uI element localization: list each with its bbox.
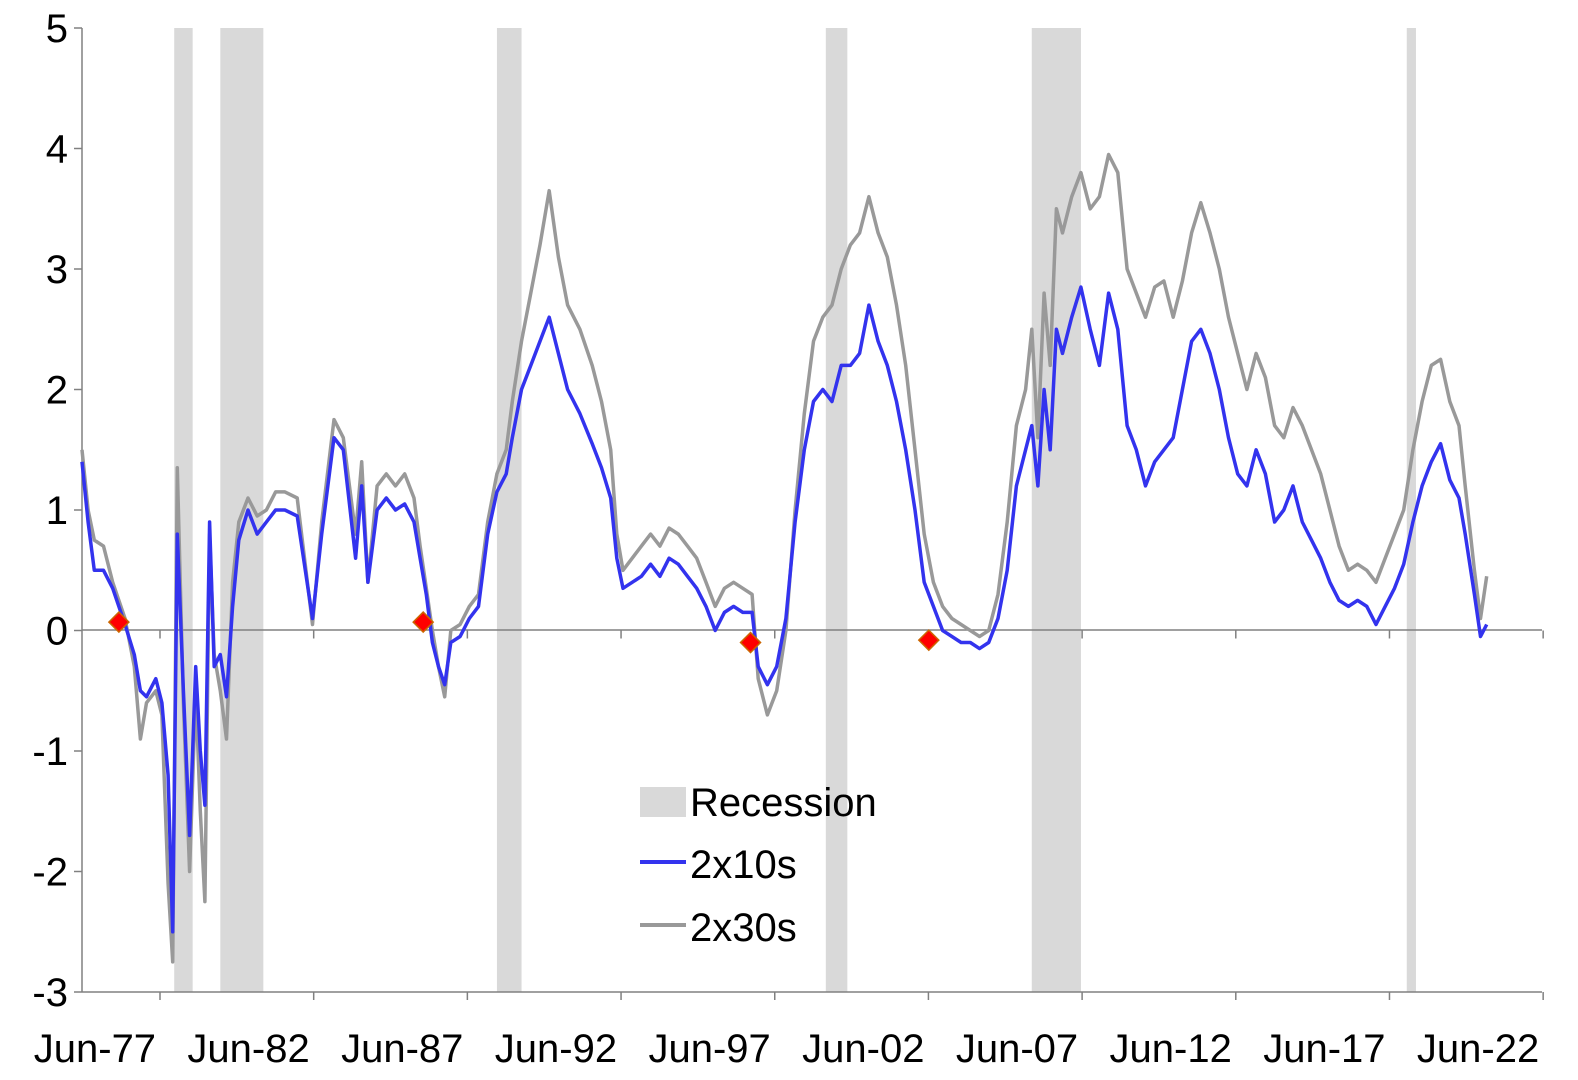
x-tick-label: Jun-92 [495,1027,617,1071]
x-tick-label: Jun-22 [1417,1027,1539,1071]
y-tick-label: 4 [46,128,68,172]
legend-2x10s-label: 2x10s [690,843,797,887]
recession-band [1406,28,1416,992]
x-ticks: Jun-77 Jun-82 Jun-87 Jun-92 Jun-97 Jun-02 Jun-… [34,630,1544,1071]
y-tick-label: 0 [46,610,68,654]
x-tick-label: Jun-02 [802,1027,924,1071]
recession-band [174,28,193,992]
x-tick-label: Jun-77 [34,1027,156,1071]
x-tick-label: Jun-07 [956,1027,1078,1071]
x-tick-label: Jun-17 [1263,1027,1385,1071]
recession-band [496,28,522,992]
inversion-marker [107,611,130,634]
series-line-2x10s [80,285,1489,934]
legend: Recession 2x10s 2x30s [640,781,877,950]
y-tick-label: 3 [46,248,68,292]
x-tick-label: Jun-97 [648,1027,770,1071]
y-tick-label: 2 [46,369,68,413]
y-tick-label: -2 [32,851,68,895]
y-tick-label: -3 [32,971,68,1015]
recession-band [1031,28,1081,992]
inversion-markers [107,611,940,654]
series [80,152,1489,964]
y-tick-label: 5 [46,7,68,51]
series-line-2x30s [80,152,1489,964]
x-tick-label: Jun-87 [341,1027,463,1071]
x-tick-label: Jun-12 [1110,1027,1232,1071]
x-tick-label: Jun-82 [187,1027,309,1071]
y-tick-label: 1 [46,489,68,533]
inversion-marker [739,631,762,654]
legend-recession-label: Recession [690,781,877,825]
legend-recession-swatch [640,787,686,817]
recession-band [825,28,848,992]
legend-2x30s-label: 2x30s [690,906,797,950]
y-ticks: -3 -2 -1 0 1 2 3 4 5 [32,7,82,1015]
axes [81,28,1542,993]
y-tick-label: -1 [32,730,68,774]
inversion-marker [917,629,940,652]
inversion-marker [412,611,435,634]
